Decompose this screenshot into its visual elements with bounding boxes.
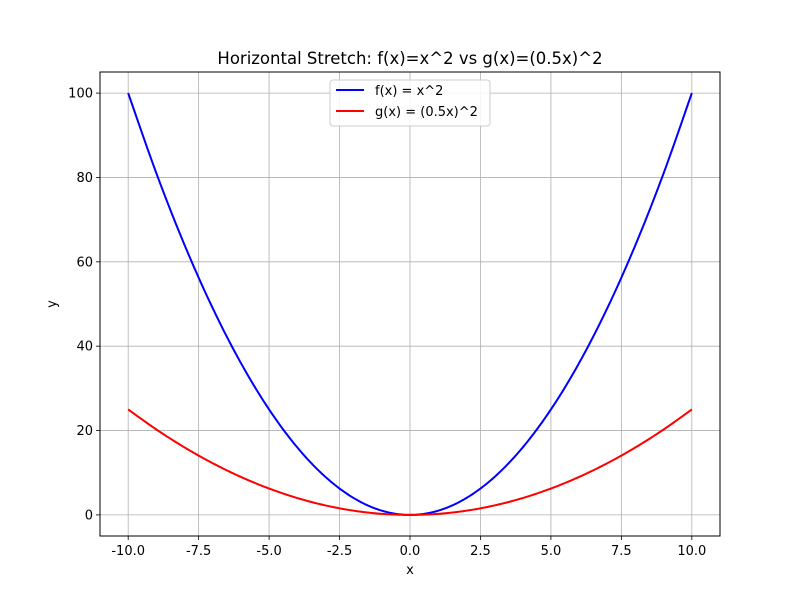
- legend-label-g: g(x) = (0.5x)^2: [375, 105, 478, 120]
- legend-label-f: f(x) = x^2: [375, 84, 443, 99]
- x-tick-label: 5.0: [541, 544, 562, 559]
- series-lines: [127, 92, 693, 516]
- x-tick-label: 10.0: [677, 544, 706, 559]
- y-tick-label: 60: [76, 255, 93, 270]
- y-tick-label: 100: [68, 87, 93, 102]
- x-axis-title: x: [406, 563, 414, 578]
- x-tick-label: -5.0: [256, 544, 281, 559]
- chart-title: Horizontal Stretch: f(x)=x^2 vs g(x)=(0.…: [217, 49, 602, 68]
- y-tick-label: 40: [76, 340, 93, 355]
- y-tick-label: 80: [76, 171, 93, 186]
- x-tick-label: -7.5: [186, 544, 211, 559]
- x-tick-label: -10.0: [111, 544, 145, 559]
- x-tick-label: 7.5: [611, 544, 632, 559]
- legend: f(x) = x^2 g(x) = (0.5x)^2: [329, 79, 491, 127]
- axis-ticks: -10.0 -7.5 -5.0 -2.5 0.0 2.5 5.0 7.5 10.0 0 20 40 60…: [68, 87, 706, 559]
- series-line-1: [127, 408, 693, 516]
- y-tick-label: 0: [85, 508, 93, 523]
- legend-box: [329, 79, 491, 127]
- x-tick-label: -2.5: [327, 544, 352, 559]
- y-tick-label: 20: [76, 424, 93, 439]
- y-axis-title: y: [45, 300, 60, 308]
- x-tick-label: 0.0: [400, 544, 421, 559]
- x-tick-label: 2.5: [470, 544, 491, 559]
